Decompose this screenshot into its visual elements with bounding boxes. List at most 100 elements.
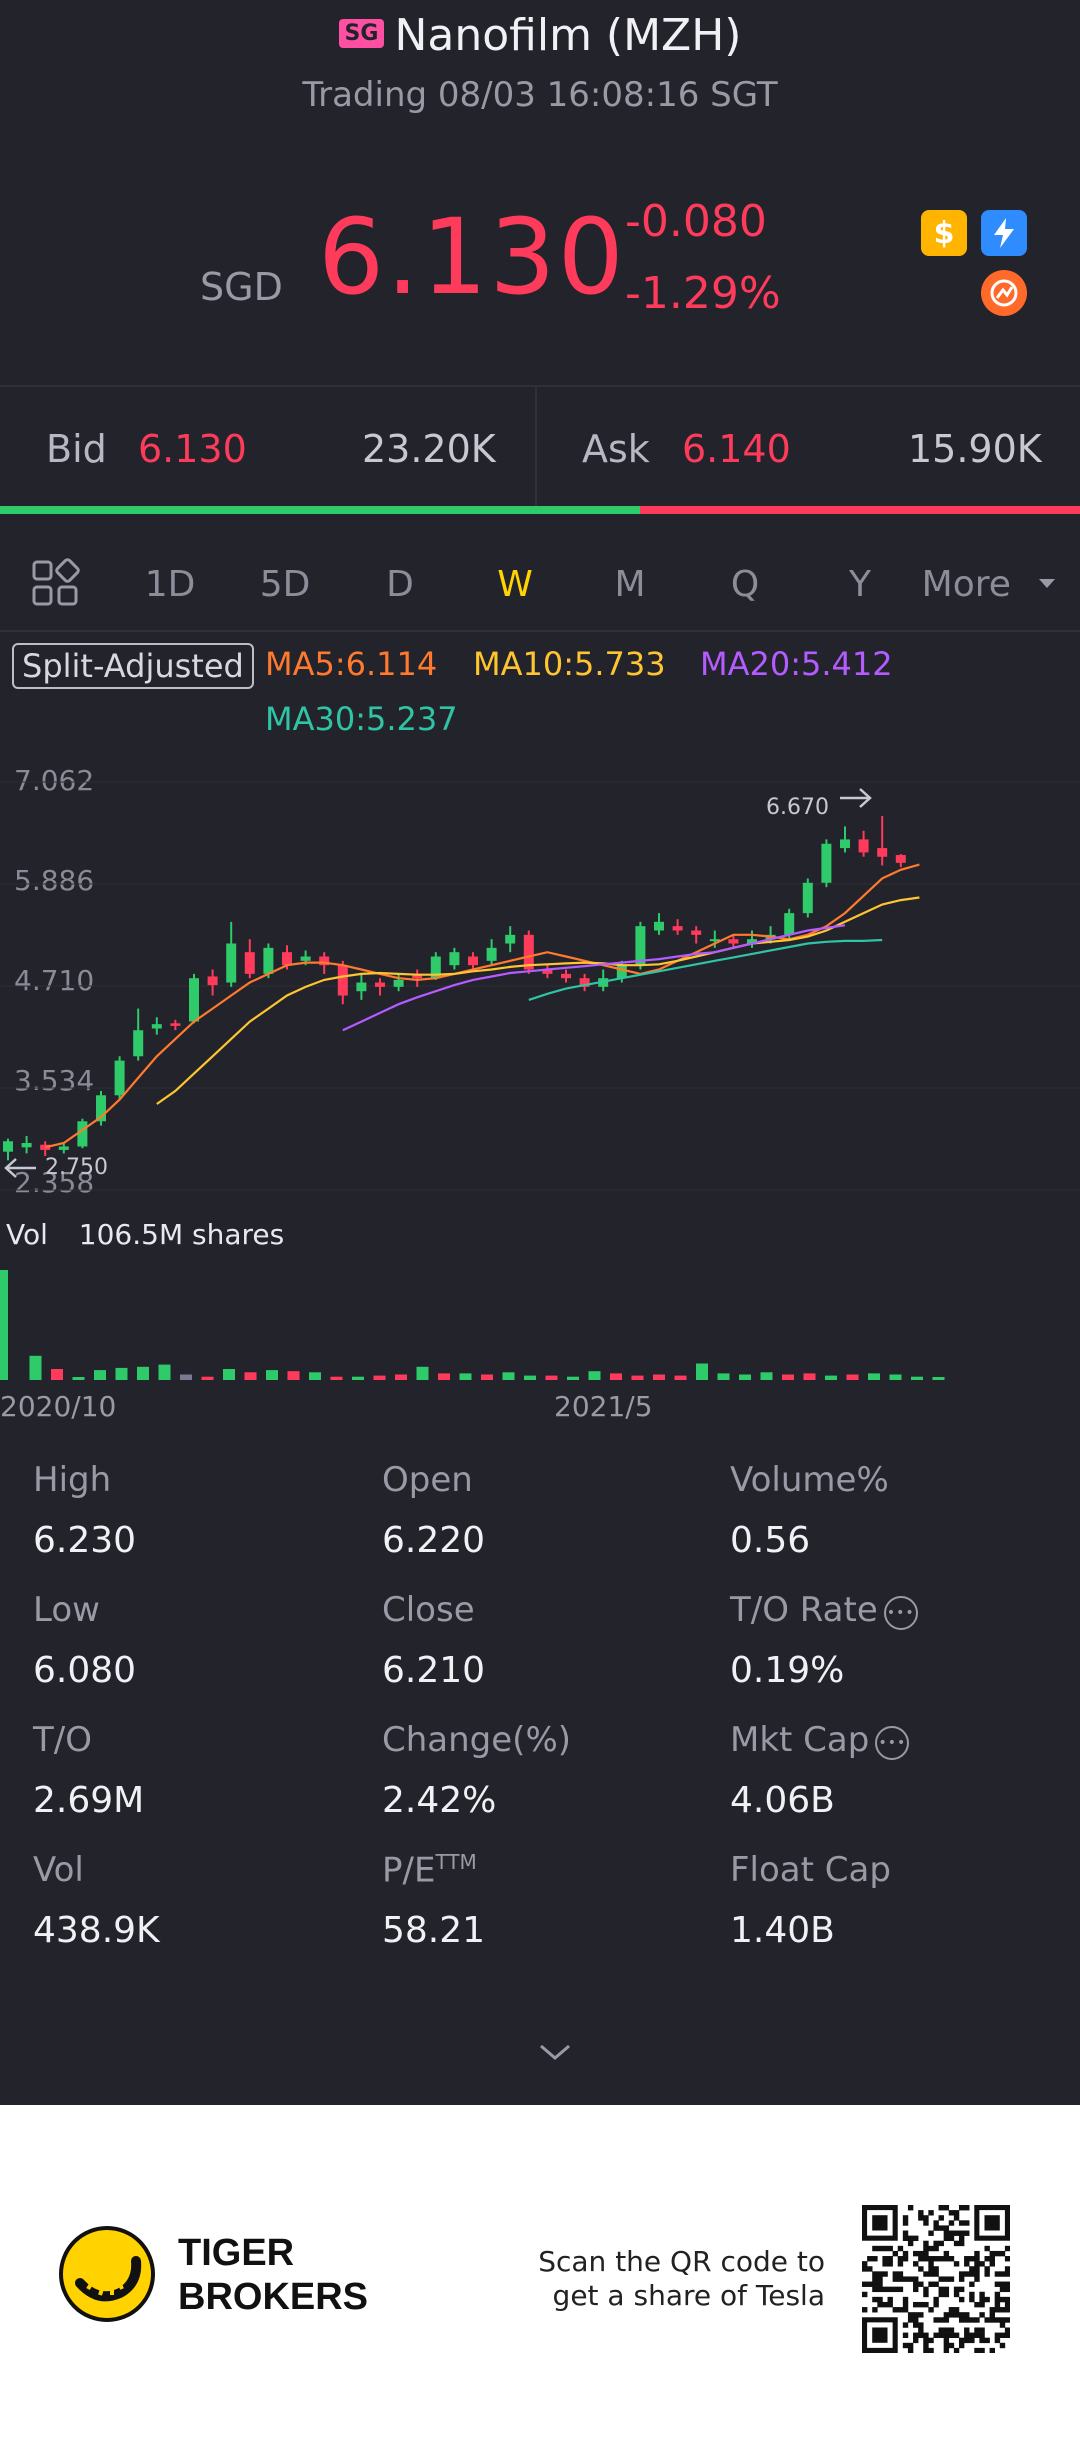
- qr-module: [918, 2215, 924, 2221]
- dollar-icon[interactable]: $: [921, 210, 967, 256]
- qr-module: [918, 2281, 924, 2287]
- stat-value: 438.9K: [33, 1910, 160, 1951]
- qr-module: [943, 2230, 950, 2236]
- candle-body: [561, 973, 571, 979]
- tab-d[interactable]: D: [386, 564, 414, 605]
- stat-label: Low: [33, 1590, 100, 1630]
- candle-body: [282, 952, 292, 966]
- tab-more[interactable]: More: [920, 540, 1060, 630]
- brand-line: TIGER: [178, 2232, 295, 2274]
- expand-chevron-icon[interactable]: [535, 2040, 575, 2068]
- qr-module: [933, 2332, 939, 2338]
- qr-module: [877, 2301, 883, 2308]
- volume-bar: [911, 1376, 923, 1380]
- tab-y[interactable]: Y: [849, 564, 871, 605]
- qr-module: [913, 2322, 919, 2328]
- qr-module: [1004, 2332, 1010, 2338]
- lightning-icon[interactable]: [981, 210, 1027, 256]
- qr-module: [938, 2256, 944, 2262]
- qr-module: [989, 2312, 995, 2318]
- stat-market-cap: Mkt Cap •••: [730, 1720, 910, 1760]
- qr-module: [902, 2230, 909, 2236]
- qr-module: [872, 2256, 878, 2262]
- candle-body: [133, 1030, 144, 1057]
- options-icon[interactable]: [981, 270, 1027, 316]
- max-price-label: 6.670: [766, 795, 829, 820]
- qr-module: [877, 2276, 883, 2282]
- qr-module: [969, 2317, 975, 2323]
- stat-label: Open: [382, 1460, 473, 1500]
- split-adjusted-toggle[interactable]: Split-Adjusted: [12, 643, 254, 689]
- qr-module: [958, 2276, 965, 2282]
- qr-module: [867, 2266, 873, 2272]
- qr-module: [999, 2296, 1006, 2303]
- qr-module: [933, 2296, 939, 2303]
- stat-label-superscript: TTM: [435, 1850, 477, 1874]
- qr-module: [974, 2301, 980, 2308]
- qr-module: [999, 2281, 1006, 2287]
- more-info-icon[interactable]: •••: [883, 1596, 918, 1630]
- qr-module: [1004, 2256, 1010, 2262]
- qr-module: [979, 2301, 985, 2308]
- qr-module: [913, 2261, 919, 2267]
- qr-module: [979, 2296, 985, 2303]
- stat-value: 6.220: [382, 1520, 486, 1561]
- stat-value: 2.69M: [33, 1780, 145, 1821]
- qr-module: [928, 2210, 934, 2216]
- qr-module: [958, 2230, 965, 2236]
- qr-module: [887, 2256, 893, 2262]
- qr-module: [974, 2266, 980, 2272]
- y-tick-label: 5.886: [14, 864, 95, 897]
- tab-q[interactable]: Q: [730, 564, 760, 605]
- qr-module: [958, 2220, 965, 2226]
- volume-bar: [330, 1376, 343, 1380]
- volume-bar: [115, 1367, 128, 1380]
- qr-module: [933, 2245, 939, 2252]
- tab-m[interactable]: M: [614, 564, 646, 605]
- tab-w[interactable]: W: [497, 564, 533, 605]
- qr-module: [943, 2347, 950, 2353]
- qr-module: [964, 2256, 970, 2262]
- qr-module: [958, 2342, 965, 2349]
- more-info-icon[interactable]: •••: [875, 1726, 910, 1760]
- qr-module: [953, 2312, 960, 2318]
- qr-module: [902, 2296, 909, 2303]
- stat-value: 2.42%: [382, 1780, 497, 1821]
- qr-module: [938, 2286, 944, 2293]
- qr-module: [1004, 2327, 1010, 2333]
- candle-body: [151, 1024, 162, 1029]
- qr-module: [887, 2296, 893, 2303]
- qr-module: [994, 2337, 1001, 2344]
- qr-module: [923, 2271, 929, 2277]
- qr-module: [928, 2271, 934, 2277]
- qr-module: [948, 2220, 955, 2226]
- qr-module: [984, 2245, 990, 2252]
- qr-module: [979, 2337, 985, 2344]
- qr-module: [979, 2291, 985, 2298]
- volume-bar: [309, 1372, 321, 1380]
- qr-module: [918, 2332, 924, 2338]
- qr-module: [933, 2225, 939, 2231]
- qr-module: [882, 2271, 888, 2277]
- qr-module: [907, 2205, 914, 2211]
- volume-bar: [266, 1370, 278, 1380]
- price-chart[interactable]: [0, 760, 1080, 1400]
- qr-module: [974, 2250, 980, 2257]
- ma-line-ma10: [156, 896, 920, 1105]
- ma10-label: MA10:5.733: [473, 645, 666, 683]
- volume-bar: [717, 1373, 730, 1380]
- candle-body: [393, 979, 404, 987]
- qr-module: [969, 2337, 975, 2344]
- stock-title: SG Nanofilm (MZH): [0, 10, 1080, 61]
- candle-body: [244, 952, 255, 974]
- qr-module: [999, 2342, 1006, 2349]
- tab-5d[interactable]: 5D: [259, 564, 311, 605]
- qr-module: [974, 2261, 980, 2267]
- tab-1d[interactable]: 1D: [144, 564, 196, 605]
- qr-module: [862, 2291, 868, 2298]
- promo-text: Scan the QR code to get a share of Tesla: [520, 2245, 825, 2313]
- grid-layout-icon[interactable]: [30, 558, 80, 612]
- qr-module: [882, 2286, 888, 2293]
- candle-body: [579, 978, 590, 987]
- candle-body: [747, 939, 757, 944]
